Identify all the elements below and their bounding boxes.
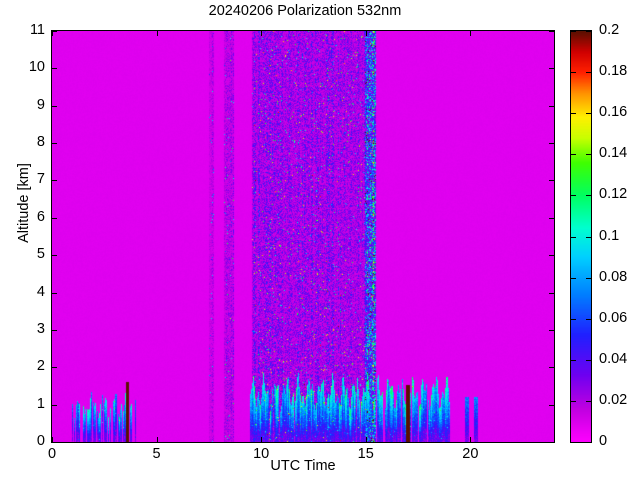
y-tick-mark — [52, 31, 57, 32]
y-tick-mark — [52, 292, 57, 294]
colorbar-tick-mark — [571, 72, 576, 74]
y-tick-label: 2 — [36, 358, 45, 375]
heatmap-axes — [51, 30, 555, 443]
colorbar — [570, 30, 592, 443]
colorbar-tick-label: 0.2 — [599, 22, 620, 38]
colorbar-tick-label: 0.08 — [599, 268, 628, 285]
y-tick-label: 7 — [36, 171, 45, 188]
colorbar-tick-mark-right — [586, 195, 591, 197]
colorbar-tick-mark-right — [586, 31, 591, 32]
y-tick-mark-right — [549, 217, 554, 219]
colorbar-tick-mark — [571, 195, 576, 197]
x-tick-mark — [261, 437, 263, 442]
x-tick-mark — [52, 437, 53, 442]
y-tick-label: 10 — [28, 59, 45, 76]
colorbar-tick-mark-right — [586, 113, 591, 115]
y-tick-mark — [52, 68, 57, 70]
y-tick-mark-right — [549, 404, 554, 406]
x-tick-mark-top — [470, 31, 472, 36]
colorbar-tick-label: 0 — [599, 433, 608, 449]
x-tick-label: 20 — [462, 446, 479, 462]
x-tick-label: 0 — [47, 446, 57, 462]
colorbar-tick-mark — [571, 31, 576, 32]
colorbar-tick-mark-right — [586, 359, 591, 361]
y-tick-mark-right — [549, 292, 554, 294]
colorbar-tick-mark — [571, 318, 576, 320]
y-tick-label: 8 — [36, 134, 45, 151]
x-tick-label: 15 — [357, 446, 374, 462]
x-tick-mark — [156, 437, 158, 442]
colorbar-tick-label: 0.06 — [599, 309, 628, 326]
colorbar-tick-mark — [571, 277, 576, 279]
y-tick-label: 3 — [36, 320, 45, 337]
x-tick-mark — [470, 437, 472, 442]
y-tick-mark — [52, 367, 57, 369]
y-tick-mark — [52, 329, 57, 331]
y-tick-label: 11 — [29, 22, 45, 38]
x-tick-mark-top — [365, 31, 367, 36]
y-tick-mark-right — [549, 105, 554, 107]
y-tick-mark-right — [549, 367, 554, 369]
colorbar-tick-label: 0.18 — [599, 63, 628, 80]
y-tick-label: 9 — [36, 96, 45, 113]
y-tick-mark-right — [549, 180, 554, 182]
colorbar-tick-mark — [571, 236, 576, 238]
colorbar-tick-mark — [571, 113, 576, 115]
heatmap-image — [52, 31, 554, 442]
colorbar-tick-label: 0.14 — [599, 145, 628, 162]
colorbar-tick-label: 0.02 — [599, 391, 628, 408]
y-tick-mark-right — [549, 143, 554, 145]
colorbar-tick-mark — [571, 400, 576, 402]
colorbar-tick-label: 0.04 — [599, 350, 628, 367]
y-tick-label: 6 — [36, 208, 45, 225]
x-tick-mark-top — [52, 31, 53, 36]
y-tick-mark-right — [549, 329, 554, 331]
colorbar-tick-mark-right — [586, 72, 591, 74]
colorbar-tick-mark-right — [586, 277, 591, 279]
colorbar-tick-mark-right — [586, 400, 591, 402]
colorbar-tick-mark-right — [586, 442, 591, 443]
colorbar-tick-mark — [571, 442, 576, 443]
x-tick-label: 5 — [152, 446, 161, 462]
x-axis-label: UTC Time — [270, 458, 336, 474]
colorbar-tick-mark-right — [586, 154, 591, 156]
x-tick-mark-top — [156, 31, 158, 36]
plot-title: 20240206 Polarization 532nm — [208, 3, 402, 19]
y-tick-mark — [52, 255, 57, 257]
y-tick-label: 5 — [36, 246, 45, 263]
x-tick-label: 10 — [253, 446, 270, 462]
colorbar-tick-mark-right — [586, 318, 591, 320]
y-axis-label: Altitude [km] — [16, 163, 32, 243]
y-tick-label: 0 — [36, 433, 45, 449]
x-tick-mark-top — [261, 31, 263, 36]
y-tick-mark-right — [549, 68, 554, 70]
colorbar-tick-mark — [571, 154, 576, 156]
y-tick-mark — [52, 143, 57, 145]
x-tick-mark — [365, 437, 367, 442]
colorbar-tick-mark — [571, 359, 576, 361]
colorbar-tick-mark-right — [586, 236, 591, 238]
y-tick-mark-right — [549, 442, 554, 443]
colorbar-tick-label: 0.1 — [599, 227, 620, 244]
colorbar-gradient — [571, 31, 591, 442]
y-tick-label: 1 — [36, 395, 45, 412]
y-tick-mark-right — [549, 31, 554, 32]
y-tick-mark — [52, 404, 57, 406]
y-tick-mark — [52, 180, 57, 182]
y-tick-mark — [52, 105, 57, 107]
colorbar-tick-label: 0.16 — [599, 104, 628, 121]
colorbar-tick-label: 0.12 — [599, 186, 628, 203]
y-tick-mark — [52, 442, 57, 443]
y-tick-mark — [52, 217, 57, 219]
y-tick-label: 4 — [36, 283, 45, 300]
y-tick-mark-right — [549, 255, 554, 257]
